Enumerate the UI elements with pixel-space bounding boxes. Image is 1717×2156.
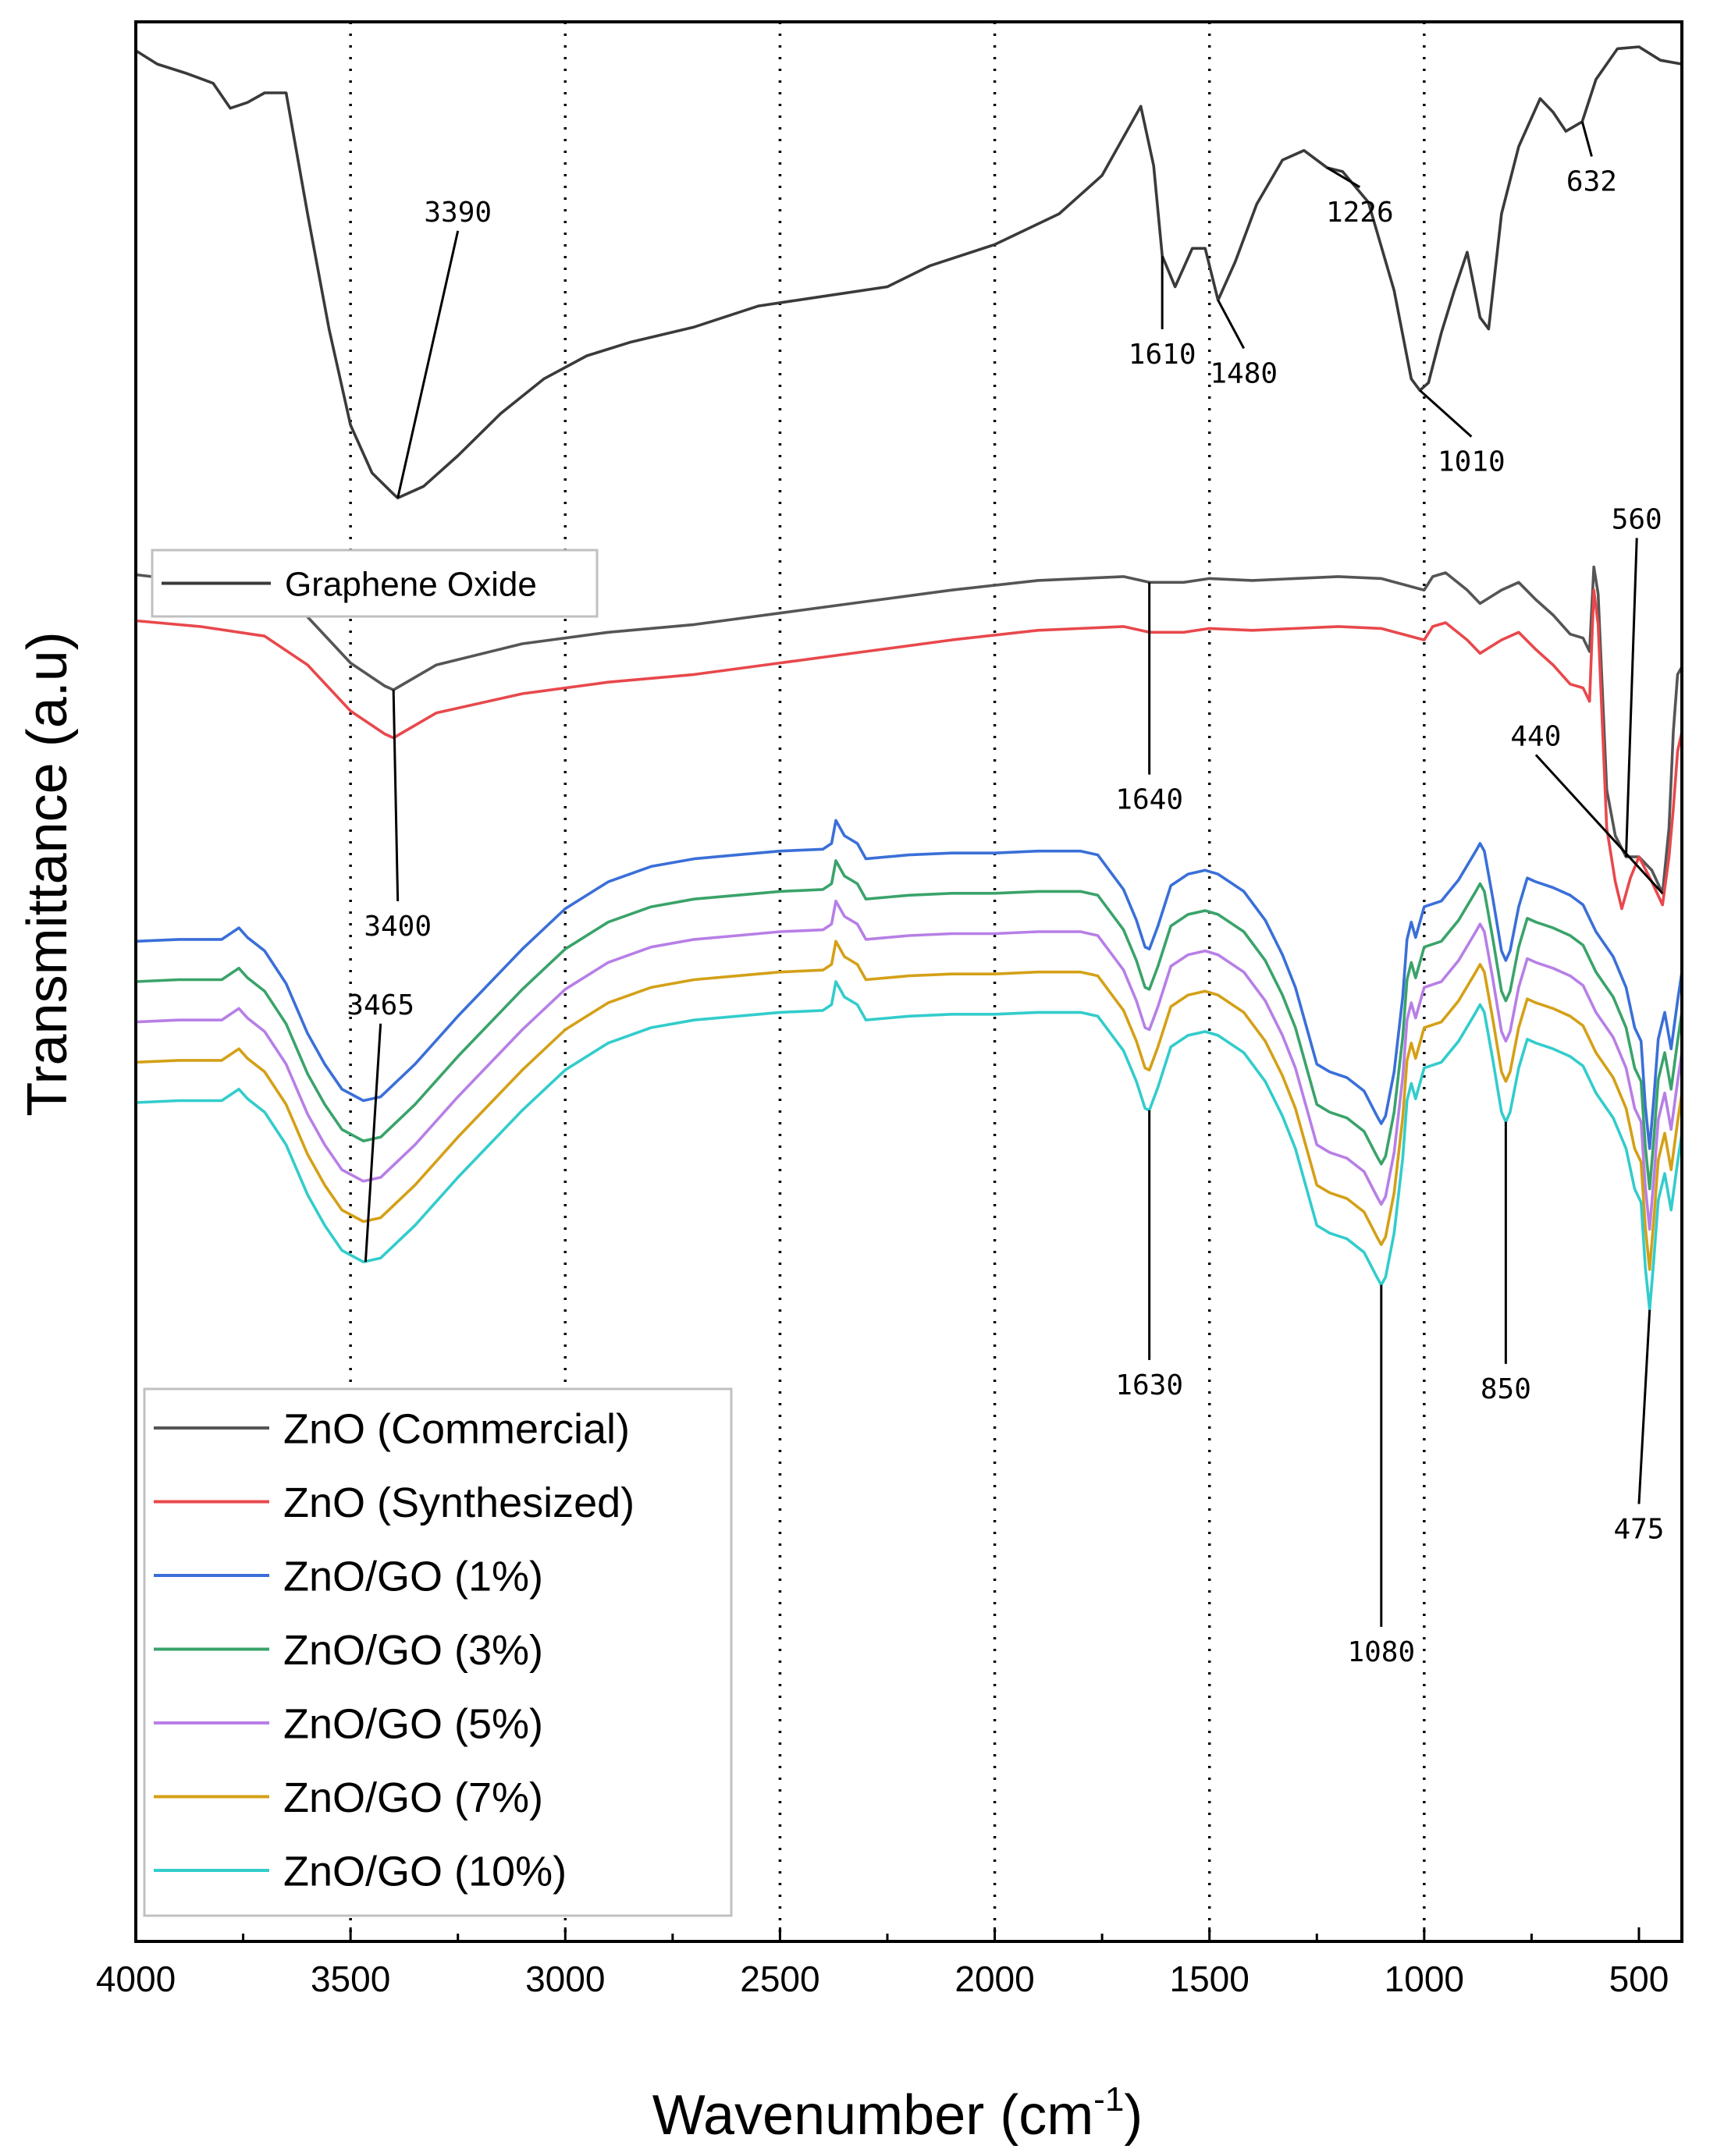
x-tick-label-3000: 3000: [525, 1959, 605, 1999]
x-tick-label-1500: 1500: [1170, 1959, 1250, 1999]
legend-zno-samples: ZnO (Commercial) ZnO (Synthesized) ZnO/GO …: [143, 1387, 733, 1917]
legend-graphene-oxide: Graphene Oxide: [151, 549, 599, 618]
x-axis-title: Wavenumber (cm-1): [652, 2080, 1143, 2147]
plot-frame: [134, 20, 1683, 1943]
series-line-zno-go-3: [135, 859, 1683, 1191]
annotation-leader-560: [1624, 538, 1638, 858]
legend-label-graphene-oxide: Graphene Oxide: [285, 565, 537, 603]
x-tick-label-500: 500: [1609, 1959, 1669, 1999]
annotation-1610: 1610: [1129, 339, 1196, 371]
x-axis-title-superscript: -1: [1093, 2080, 1124, 2119]
legend-box: [143, 1387, 733, 1917]
y-axis-title: Transmittance (a.u): [16, 631, 79, 1117]
series-line-zno-go-10: [135, 980, 1683, 1312]
annotation-1630: 1630: [1115, 1369, 1183, 1401]
annotation-3400: 3400: [364, 911, 432, 943]
peak-annotations: 3390 1610 1480 1226 1010 632 560 440 1640 3400 346…: [347, 121, 1664, 1668]
legend-label-zno-go-7: ZnO/GO (7%): [283, 1774, 543, 1821]
annotation-leader-3465: [364, 1023, 382, 1263]
annotation-1010: 1010: [1438, 446, 1505, 478]
annotation-1480: 1480: [1210, 357, 1278, 389]
annotation-leader-1480: [1217, 299, 1246, 350]
series-line-zno-go-1: [135, 819, 1683, 1150]
annotation-3465: 3465: [347, 989, 414, 1021]
x-axis: 4000 3500 3000 2500 2000 1500 1000 500: [96, 1927, 1669, 1999]
series-line-zno-synthesized: [135, 588, 1683, 911]
x-tick-label-4000: 4000: [96, 1959, 176, 1999]
annotation-leader-3400: [392, 690, 400, 901]
x-tick-label-2000: 2000: [954, 1959, 1034, 1999]
annotation-leader-475: [1637, 1309, 1651, 1504]
legend-label-zno-go-10: ZnO/GO (10%): [283, 1848, 567, 1895]
legend-label-zno-go-3: ZnO/GO (3%): [283, 1627, 543, 1674]
annotation-1226: 1226: [1326, 197, 1394, 229]
legend-label-zno-synthesized: ZnO (Synthesized): [283, 1479, 635, 1526]
legend-label-zno-go-5: ZnO/GO (5%): [283, 1700, 543, 1747]
annotation-475: 475: [1613, 1513, 1664, 1545]
legend-label-zno-go-1: ZnO/GO (1%): [283, 1553, 543, 1600]
annotation-1640: 1640: [1115, 784, 1183, 816]
annotation-3390: 3390: [424, 197, 492, 229]
annotation-632: 632: [1566, 165, 1617, 197]
legend-label-zno-commercial: ZnO (Commercial): [283, 1405, 630, 1452]
annotation-leader-1226: [1326, 166, 1361, 189]
annotation-leader-440: [1534, 754, 1664, 894]
annotation-560: 560: [1612, 503, 1662, 535]
x-tick-label-1000: 1000: [1385, 1959, 1464, 1999]
series-line-zno-go-5: [135, 899, 1683, 1231]
series-line-graphene-oxide: [135, 45, 1683, 499]
annotation-1080: 1080: [1347, 1636, 1415, 1668]
annotation-leader-3390: [396, 230, 460, 499]
annotation-850: 850: [1481, 1373, 1531, 1405]
annotation-440: 440: [1510, 720, 1561, 752]
x-tick-label-3500: 3500: [311, 1959, 390, 1999]
x-tick-label-2500: 2500: [740, 1959, 819, 1999]
reference-lines: [349, 22, 1426, 1941]
x-axis-title-close: ): [1124, 2084, 1143, 2147]
annotation-leader-1010: [1419, 389, 1473, 438]
series-layer: [135, 45, 1683, 1312]
legends: Graphene Oxide ZnO (Commercial) ZnO (Synth…: [143, 549, 733, 1917]
annotation-leader-632: [1580, 121, 1593, 157]
series-line-zno-go-7: [135, 939, 1683, 1271]
